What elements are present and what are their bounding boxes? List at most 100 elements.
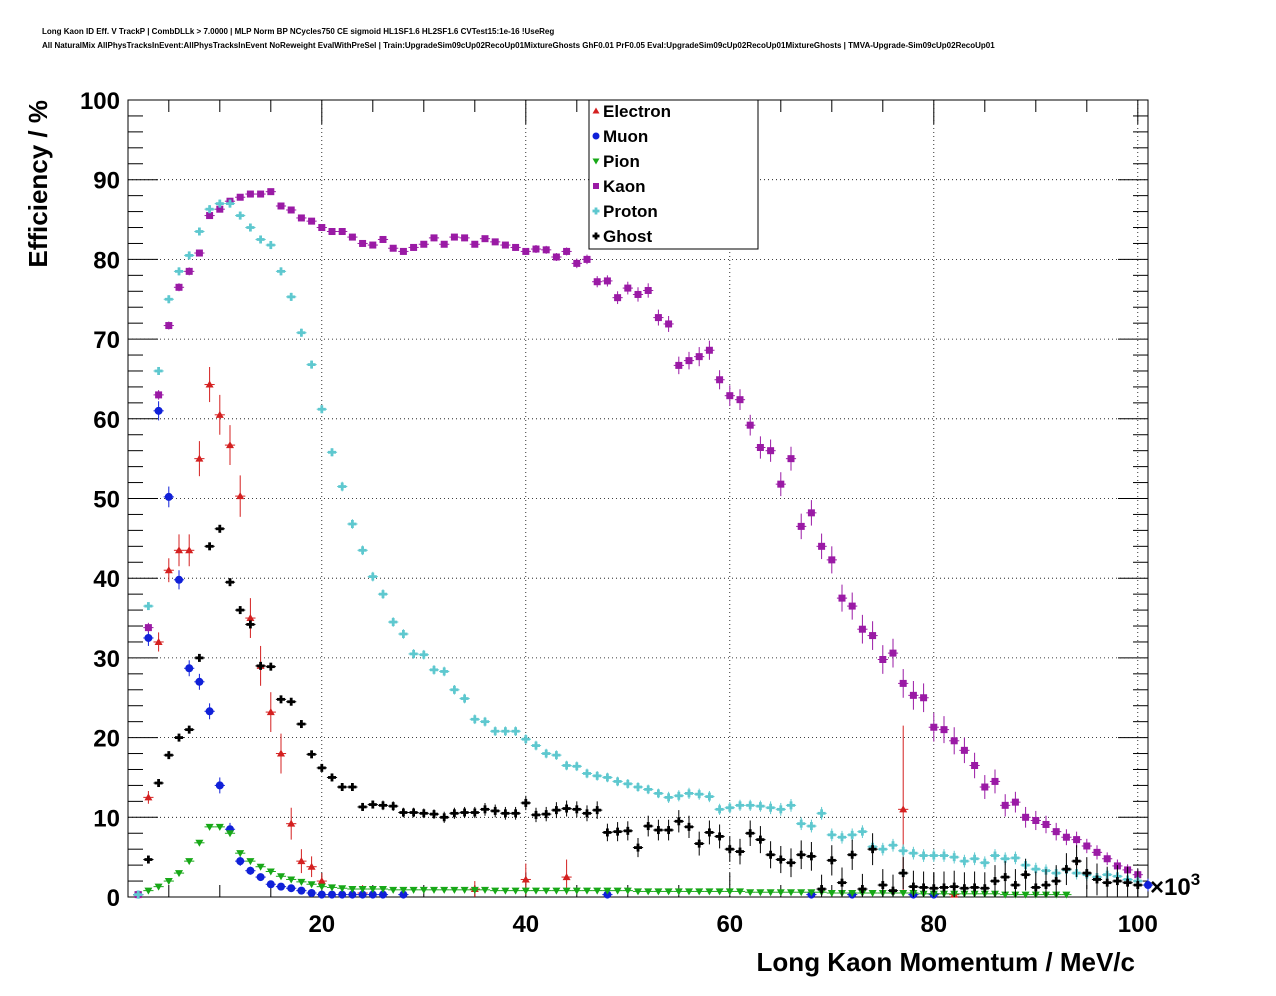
data-point (246, 614, 255, 622)
data-point (634, 783, 642, 792)
data-point (552, 751, 561, 760)
data-point-v (830, 830, 834, 839)
data-point-v (973, 883, 976, 892)
data-point (205, 542, 214, 551)
data-point (848, 830, 857, 839)
data-point (1072, 857, 1081, 866)
legend-label-kaon: Kaon (603, 177, 646, 196)
data-point-v (228, 199, 232, 208)
data-point (185, 251, 194, 260)
data-point (807, 852, 816, 861)
data-point (542, 887, 551, 895)
data-point (787, 801, 795, 810)
data-point (266, 662, 275, 671)
data-point-v (789, 801, 793, 810)
data-point (766, 850, 775, 859)
data-point (899, 805, 908, 813)
data-point-v (361, 802, 364, 811)
data-point (603, 773, 612, 782)
data-point (521, 887, 530, 895)
data-point-v (687, 822, 691, 831)
data-point (155, 391, 163, 399)
data-point-v (483, 805, 487, 814)
header-line-1: Long Kaon ID Eff. V TrackP | CombDLLk > … (42, 27, 555, 36)
data-point (368, 886, 377, 894)
data-point (705, 888, 714, 896)
data-point (246, 190, 254, 198)
data-point-v (1003, 854, 1007, 863)
data-point (971, 761, 979, 769)
data-point (450, 685, 459, 694)
data-point (175, 733, 183, 742)
x-multiplier: ×103 (1150, 870, 1200, 901)
data-point (389, 802, 398, 811)
data-point (338, 228, 346, 236)
data-point-v (759, 802, 762, 811)
data-point (1062, 891, 1071, 899)
data-point-v (759, 835, 762, 844)
data-point (1032, 816, 1040, 824)
data-point (1144, 881, 1152, 890)
data-point-v (820, 885, 823, 894)
data-point-v (473, 808, 477, 817)
data-point (267, 188, 275, 196)
data-point-v (524, 735, 528, 744)
data-point-v (514, 809, 517, 818)
data-point (328, 228, 336, 236)
data-point (521, 798, 530, 807)
data-point (358, 886, 367, 894)
data-point (1001, 873, 1010, 882)
data-point (205, 823, 214, 831)
data-point (287, 884, 296, 893)
data-point (665, 320, 673, 328)
data-point (623, 826, 632, 835)
data-point (379, 801, 387, 810)
data-point (195, 249, 203, 257)
data-point (521, 875, 530, 883)
data-point (1021, 870, 1030, 879)
data-point (205, 707, 214, 716)
series-ghost (143, 524, 1143, 897)
data-point (481, 717, 489, 726)
data-point (164, 566, 173, 574)
data-point-v (351, 783, 354, 792)
data-point (766, 889, 775, 897)
legend: Electron Muon Pion Kaon Proton Ghost (588, 99, 759, 250)
data-point (583, 809, 591, 818)
data-point (236, 211, 245, 220)
data-point (950, 853, 959, 862)
x-tick-label: 80 (920, 911, 947, 938)
data-point (461, 234, 469, 242)
data-point-v (422, 650, 426, 659)
data-point (318, 224, 326, 232)
data-point (215, 410, 224, 418)
data-point (317, 877, 326, 885)
data-point (848, 850, 857, 859)
data-point (532, 245, 540, 253)
data-point-v (340, 482, 344, 491)
data-point (450, 886, 459, 894)
data-point-v (330, 448, 334, 457)
data-point (552, 887, 561, 895)
data-point (950, 882, 959, 891)
data-point-v (677, 791, 681, 800)
data-point-v (677, 817, 681, 826)
data-point-v (932, 851, 936, 860)
data-point-v (973, 854, 976, 863)
data-point (460, 886, 469, 894)
data-point (379, 235, 387, 243)
data-point (685, 789, 693, 798)
data-point (592, 207, 600, 215)
data-point-v (799, 850, 803, 859)
data-point-v (320, 405, 324, 414)
data-point (929, 884, 938, 893)
data-point (1073, 836, 1081, 844)
data-point (501, 727, 510, 736)
data-point (348, 783, 357, 792)
data-point (185, 725, 194, 734)
data-point-v (1116, 877, 1119, 886)
data-point (991, 851, 999, 860)
data-point (175, 283, 183, 291)
data-point (766, 803, 775, 812)
data-point (991, 777, 999, 785)
